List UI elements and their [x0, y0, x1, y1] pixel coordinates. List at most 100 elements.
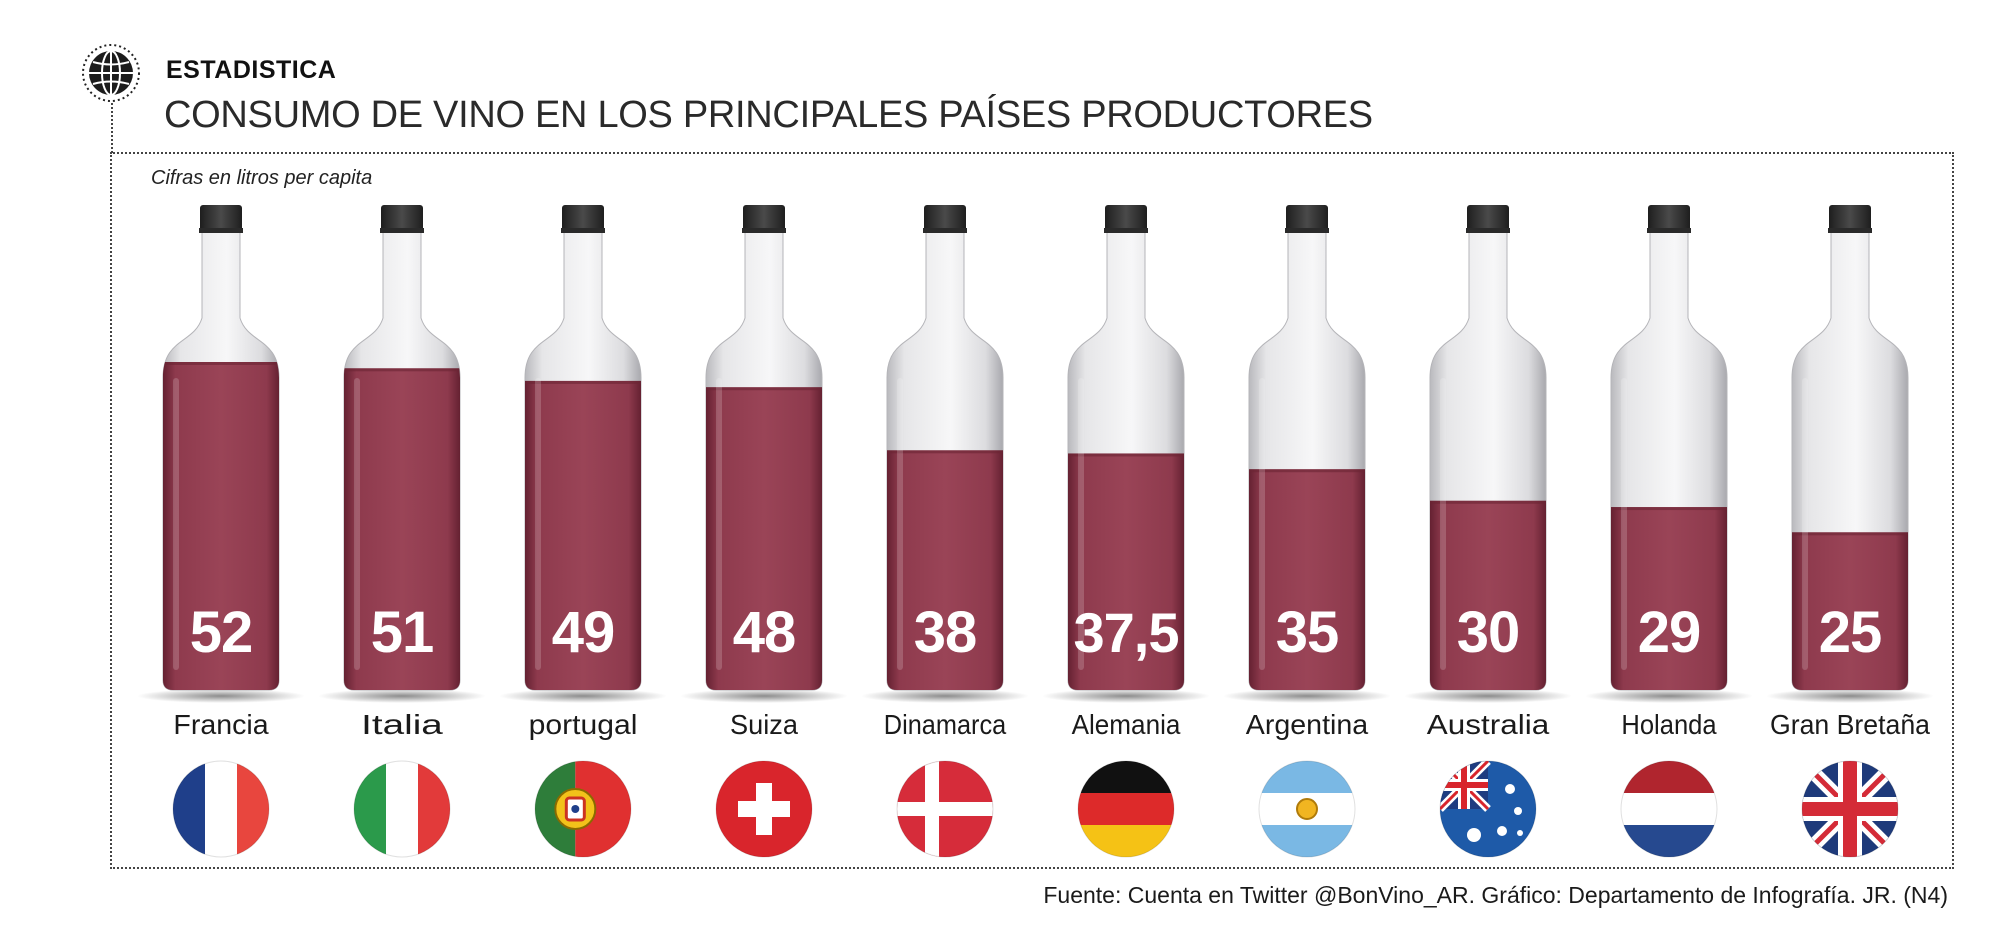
bottle-cap [200, 205, 242, 232]
switzerland-flag-icon [715, 760, 813, 858]
category-label-argentina: Argentina [1246, 709, 1369, 740]
cap-ring [1647, 228, 1691, 233]
cap-ring [1466, 228, 1510, 233]
category-label-australia: Australia [1427, 709, 1550, 740]
glass-highlight [1802, 378, 1808, 670]
united-kingdom-flag-icon [1801, 760, 1899, 858]
bottle-portugal [499, 205, 667, 703]
bottle-alemania [1042, 205, 1210, 703]
wine-fill-alemania [1068, 453, 1184, 690]
globe-icon [82, 44, 140, 102]
connector-line [111, 103, 113, 153]
bottle-shadow [1585, 689, 1753, 703]
australia-flag-icon [1439, 760, 1537, 858]
bottle-cap [562, 205, 604, 232]
glass-highlight [1078, 378, 1084, 670]
section-kicker: ESTADISTICA [166, 56, 337, 84]
glass-highlight [173, 378, 179, 670]
category-label-italia: Italia [361, 709, 443, 740]
wine-fill-italia [344, 368, 460, 690]
glass-highlight [1259, 378, 1265, 670]
netherlands-flag-icon [1620, 760, 1718, 858]
bottle-gran-bretana [1766, 205, 1934, 703]
cap-ring [742, 228, 786, 233]
bottle-shadow [318, 689, 486, 703]
cap-ring [1828, 228, 1872, 233]
france-flag-icon [172, 760, 270, 858]
cap-ring [1104, 228, 1148, 233]
bottle-suiza [680, 205, 848, 703]
bottle-cap [924, 205, 966, 232]
bottles-layer [137, 205, 1934, 703]
bottle-dinamarca [861, 205, 1029, 703]
flags-layer [172, 760, 1899, 858]
wine-surface [887, 450, 1003, 454]
bottle-cap [381, 205, 423, 232]
wine-fill-portugal [525, 380, 641, 690]
wine-surface [1792, 532, 1908, 536]
bottle-shadow [1766, 689, 1934, 703]
bottle-cap [743, 205, 785, 232]
wine-fill-suiza [706, 387, 822, 690]
wine-surface [163, 362, 279, 365]
header: ESTADISTICA CONSUMO DE VINO EN LOS PRINC… [0, 0, 2000, 153]
bottle-francia [137, 205, 305, 703]
bottle-cap [1467, 205, 1509, 232]
glass-highlight [354, 378, 360, 670]
germany-flag-icon [1077, 760, 1175, 858]
value-label-italia: 51 [371, 600, 434, 665]
cap-ring [199, 228, 243, 233]
bottle-shadow [680, 689, 848, 703]
cap-ring [380, 228, 424, 233]
bottle-cap [1648, 205, 1690, 232]
cap-ring [561, 228, 605, 233]
bottle-holanda [1585, 205, 1753, 703]
value-label-francia: 52 [190, 600, 253, 665]
value-label-holanda: 29 [1638, 600, 1701, 665]
category-label-dinamarca: Dinamarca [884, 709, 1007, 740]
wine-surface [1068, 453, 1184, 457]
wine-fill-holanda [1611, 507, 1727, 690]
labels-layer: 52 Francia 51 Italia 49 portugal 48 Suiza 38 Dina… [173, 600, 1930, 740]
glass-highlight [897, 378, 903, 670]
wine-fill-argentina [1249, 469, 1365, 690]
argentina-flag-icon [1258, 760, 1356, 858]
wine-surface [1249, 469, 1365, 473]
value-label-gran-bretana: 25 [1819, 600, 1882, 665]
bottle-argentina [1223, 205, 1391, 703]
category-label-suiza: Suiza [730, 709, 798, 740]
bottle-cap [1105, 205, 1147, 232]
category-label-gran-bretana: Gran Bretaña [1770, 709, 1930, 740]
value-label-alemania: 37,5 [1074, 601, 1179, 664]
wine-surface [706, 387, 822, 391]
glass-highlight [535, 378, 541, 670]
bottle-shadow [1042, 689, 1210, 703]
bottle-cap [1829, 205, 1871, 232]
chart-subtitle: Cifras en litros per capita [151, 167, 373, 189]
wine-fill-francia [163, 362, 279, 690]
wine-fill-gran-bretana [1792, 532, 1908, 690]
value-label-portugal: 49 [552, 600, 615, 665]
cap-ring [923, 228, 967, 233]
italy-flag-icon [353, 760, 451, 858]
wine-fill-australia [1430, 500, 1546, 690]
portugal-flag-icon [534, 760, 632, 858]
category-label-portugal: portugal [529, 709, 638, 740]
bottle-cap [1286, 205, 1328, 232]
chart-title: CONSUMO DE VINO EN LOS PRINCIPALES PAÍSE… [164, 94, 1373, 136]
wine-surface [344, 368, 460, 372]
value-label-argentina: 35 [1276, 600, 1339, 665]
glass-highlight [1621, 378, 1627, 670]
bottle-australia [1404, 205, 1572, 703]
category-label-francia: Francia [173, 709, 269, 740]
wine-surface [525, 380, 641, 384]
glass-highlight [1440, 378, 1446, 670]
bottle-shadow [1223, 689, 1391, 703]
value-label-dinamarca: 38 [914, 600, 977, 665]
bottle-shadow [137, 689, 305, 703]
wine-fill-dinamarca [887, 450, 1003, 690]
value-label-suiza: 48 [733, 600, 796, 665]
wine-surface [1430, 500, 1546, 504]
wine-surface [1611, 507, 1727, 511]
